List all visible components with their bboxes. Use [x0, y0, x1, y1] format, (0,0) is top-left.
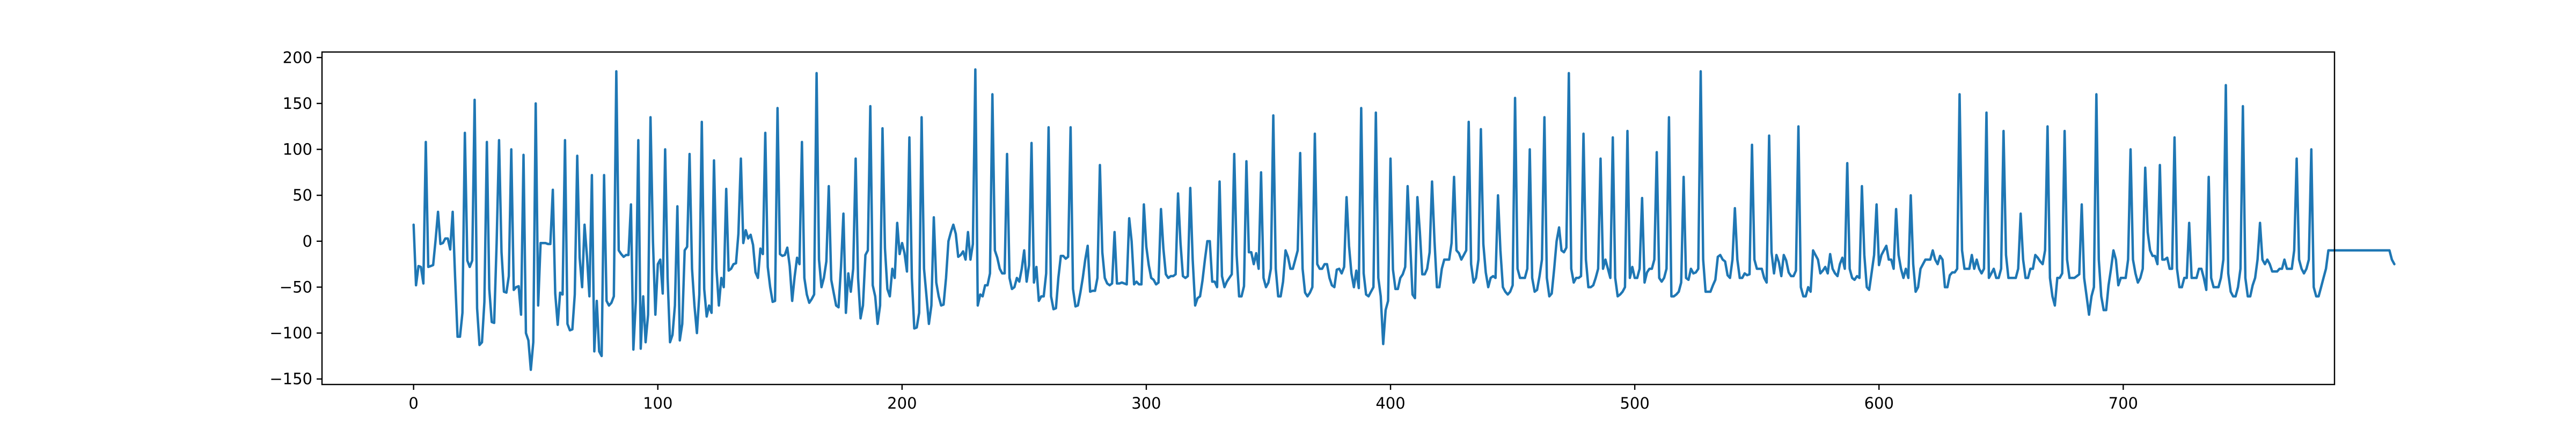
y-tick-label: −100 [269, 324, 312, 342]
axes-frame [321, 51, 2336, 386]
y-tick-label: 150 [283, 94, 312, 113]
x-axis: 0 100 200 300 400 500 600 700 [408, 384, 2138, 412]
y-tick-label: −150 [269, 370, 312, 388]
x-tick-label: 0 [408, 394, 418, 412]
x-tick-label: 300 [1131, 394, 1161, 412]
series-line [412, 68, 2396, 371]
y-tick-label: 100 [283, 140, 312, 159]
x-tick-label: 600 [1864, 394, 1894, 412]
y-axis: −150 −100 −50 0 50 100 150 200 [269, 48, 322, 388]
y-tick-label: −50 [280, 278, 312, 296]
y-tick-label: 50 [292, 186, 312, 204]
x-tick-label: 500 [1620, 394, 1649, 412]
x-tick-label: 700 [2109, 394, 2138, 412]
x-tick-label: 100 [643, 394, 672, 412]
plot-area [412, 68, 2396, 371]
x-tick-label: 400 [1375, 394, 1405, 412]
y-tick-label: 0 [303, 232, 312, 250]
x-tick-label: 200 [887, 394, 917, 412]
y-tick-label: 200 [283, 48, 312, 66]
